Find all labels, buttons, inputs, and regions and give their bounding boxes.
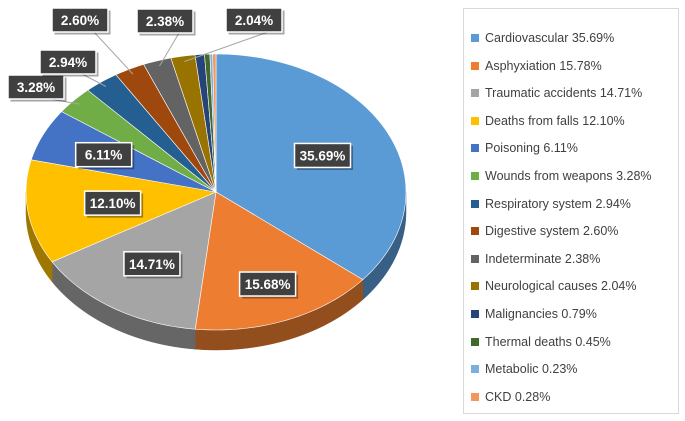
legend-item: Deaths from falls 12.10% (471, 112, 625, 130)
legend-label: Metabolic 0.23% (485, 362, 578, 377)
legend-swatch (471, 89, 479, 98)
pie-slice-8 (143, 57, 217, 193)
pie-slice-7 (115, 64, 217, 193)
leader-line-7 (93, 31, 134, 75)
data-label-4: 6.11% (85, 148, 123, 163)
legend-item: Wounds from weapons 3.28% (471, 167, 652, 185)
pie-slice-5 (61, 89, 217, 193)
legend-swatch (471, 116, 479, 125)
legend-item: Digestive system 2.60% (471, 222, 618, 240)
data-label-box-5 (7, 74, 65, 100)
legend-item: Neurological causes 2.04% (471, 277, 636, 295)
legend-label: Poisoning 6.11% (485, 141, 578, 156)
pie-slice-13 (212, 53, 217, 193)
legend-label: Respiratory system 2.94% (485, 196, 631, 211)
legend-swatch (471, 227, 479, 236)
legend-item: Malignancies 0.79% (471, 305, 597, 323)
legend-item: Cardiovascular 35.69% (471, 29, 614, 47)
data-label-6: 2.94% (49, 55, 87, 70)
pie-slice-1 (194, 191, 364, 331)
legend-swatch (471, 365, 479, 374)
data-label-1: 15.68% (245, 277, 291, 292)
legend-swatch (471, 144, 479, 153)
data-label-box-4 (74, 141, 133, 168)
legend-label: CKD 0.28% (485, 389, 551, 404)
data-label-9: 2.04% (235, 13, 273, 28)
data-label-box-0 (293, 142, 352, 169)
data-label-5: 3.28% (17, 80, 55, 95)
data-label-box-9 (225, 7, 283, 33)
data-label-box-7 (51, 7, 109, 33)
legend: Cardiovascular 35.69% Asphyxiation 15.78%… (463, 8, 679, 414)
legend-label: Digestive system 2.60% (485, 224, 619, 239)
data-label-box-3 (83, 190, 142, 216)
legend-item: Thermal deaths 0.45% (471, 333, 611, 351)
leader-line-9 (184, 31, 269, 63)
legend-swatch (471, 254, 479, 263)
legend-item: Poisoning 6.11% (471, 139, 578, 157)
data-label-box-6 (39, 49, 97, 75)
legend-swatch (471, 172, 479, 180)
leader-line-5 (49, 98, 80, 105)
legend-label: Wounds from weapons 3.28% (485, 169, 652, 183)
legend-swatch (471, 392, 479, 401)
legend-item: Indeterminate 2.38% (471, 250, 600, 268)
pie-top (25, 53, 407, 331)
legend-label: Neurological causes 2.04% (485, 279, 637, 294)
leader-line-8 (159, 32, 180, 67)
pie-slice-9 (170, 54, 217, 193)
data-label-box-2 (123, 251, 181, 277)
data-label-box-1 (238, 271, 297, 297)
pie-slice-6 (87, 74, 217, 193)
legend-swatch (471, 61, 479, 70)
legend-label: Cardiovascular 35.69% (485, 31, 615, 45)
data-label-7: 2.60% (61, 13, 99, 28)
legend-label: Deaths from falls 12.10% (485, 113, 625, 128)
data-label-0: 35.69% (300, 148, 346, 163)
legend-item: CKD 0.28% (471, 388, 550, 406)
legend-label: Asphyxiation 15.78% (485, 58, 602, 73)
leader-line-6 (81, 73, 107, 87)
legend-item: Traumatic accidents 14.71% (471, 84, 642, 102)
legend-swatch (471, 199, 479, 208)
leader-lines (49, 31, 269, 105)
data-label-3: 12.10% (90, 196, 136, 211)
legend-item: Asphyxiation 15.78% (471, 57, 602, 75)
legend-label: Traumatic accidents 14.71% (485, 86, 643, 101)
legend-swatch (471, 310, 479, 318)
legend-swatch (471, 34, 479, 42)
legend-swatch (471, 282, 479, 291)
data-labels: 35.69% 15.68% 14.71% 12.10% 6.11% 3.28% 2.94% 2… (7, 7, 354, 299)
legend-swatch (471, 337, 479, 346)
pie-chart: 35.69% 15.68% 14.71% 12.10% 6.11% 3.28% 2.94% 2… (7, 7, 407, 351)
legend-item: Respiratory system 2.94% (471, 195, 631, 213)
data-label-8: 2.38% (146, 14, 184, 29)
legend-item: Metabolic 0.23% (471, 360, 577, 378)
legend-label: Thermal deaths 0.45% (485, 334, 611, 349)
data-label-2: 14.71% (129, 257, 175, 272)
legend-label: Malignancies 0.79% (485, 307, 597, 321)
data-label-box-8 (136, 8, 194, 34)
legend-label: Indeterminate 2.38% (485, 251, 601, 266)
